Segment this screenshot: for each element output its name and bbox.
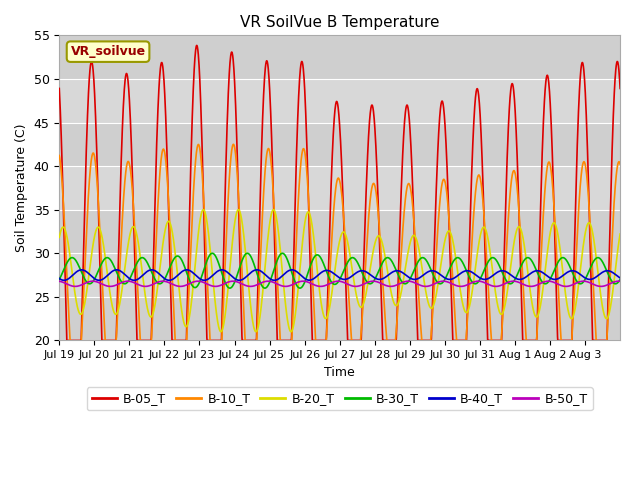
Title: VR SoilVue B Temperature: VR SoilVue B Temperature — [240, 15, 440, 30]
X-axis label: Time: Time — [324, 366, 355, 379]
Bar — [60, 297, 620, 340]
Bar — [60, 36, 620, 79]
Text: VR_soilvue: VR_soilvue — [70, 45, 146, 58]
Legend: B-05_T, B-10_T, B-20_T, B-30_T, B-40_T, B-50_T: B-05_T, B-10_T, B-20_T, B-30_T, B-40_T, … — [87, 387, 593, 410]
Bar — [60, 210, 620, 253]
Y-axis label: Soil Temperature (C): Soil Temperature (C) — [15, 124, 28, 252]
Bar — [60, 122, 620, 166]
